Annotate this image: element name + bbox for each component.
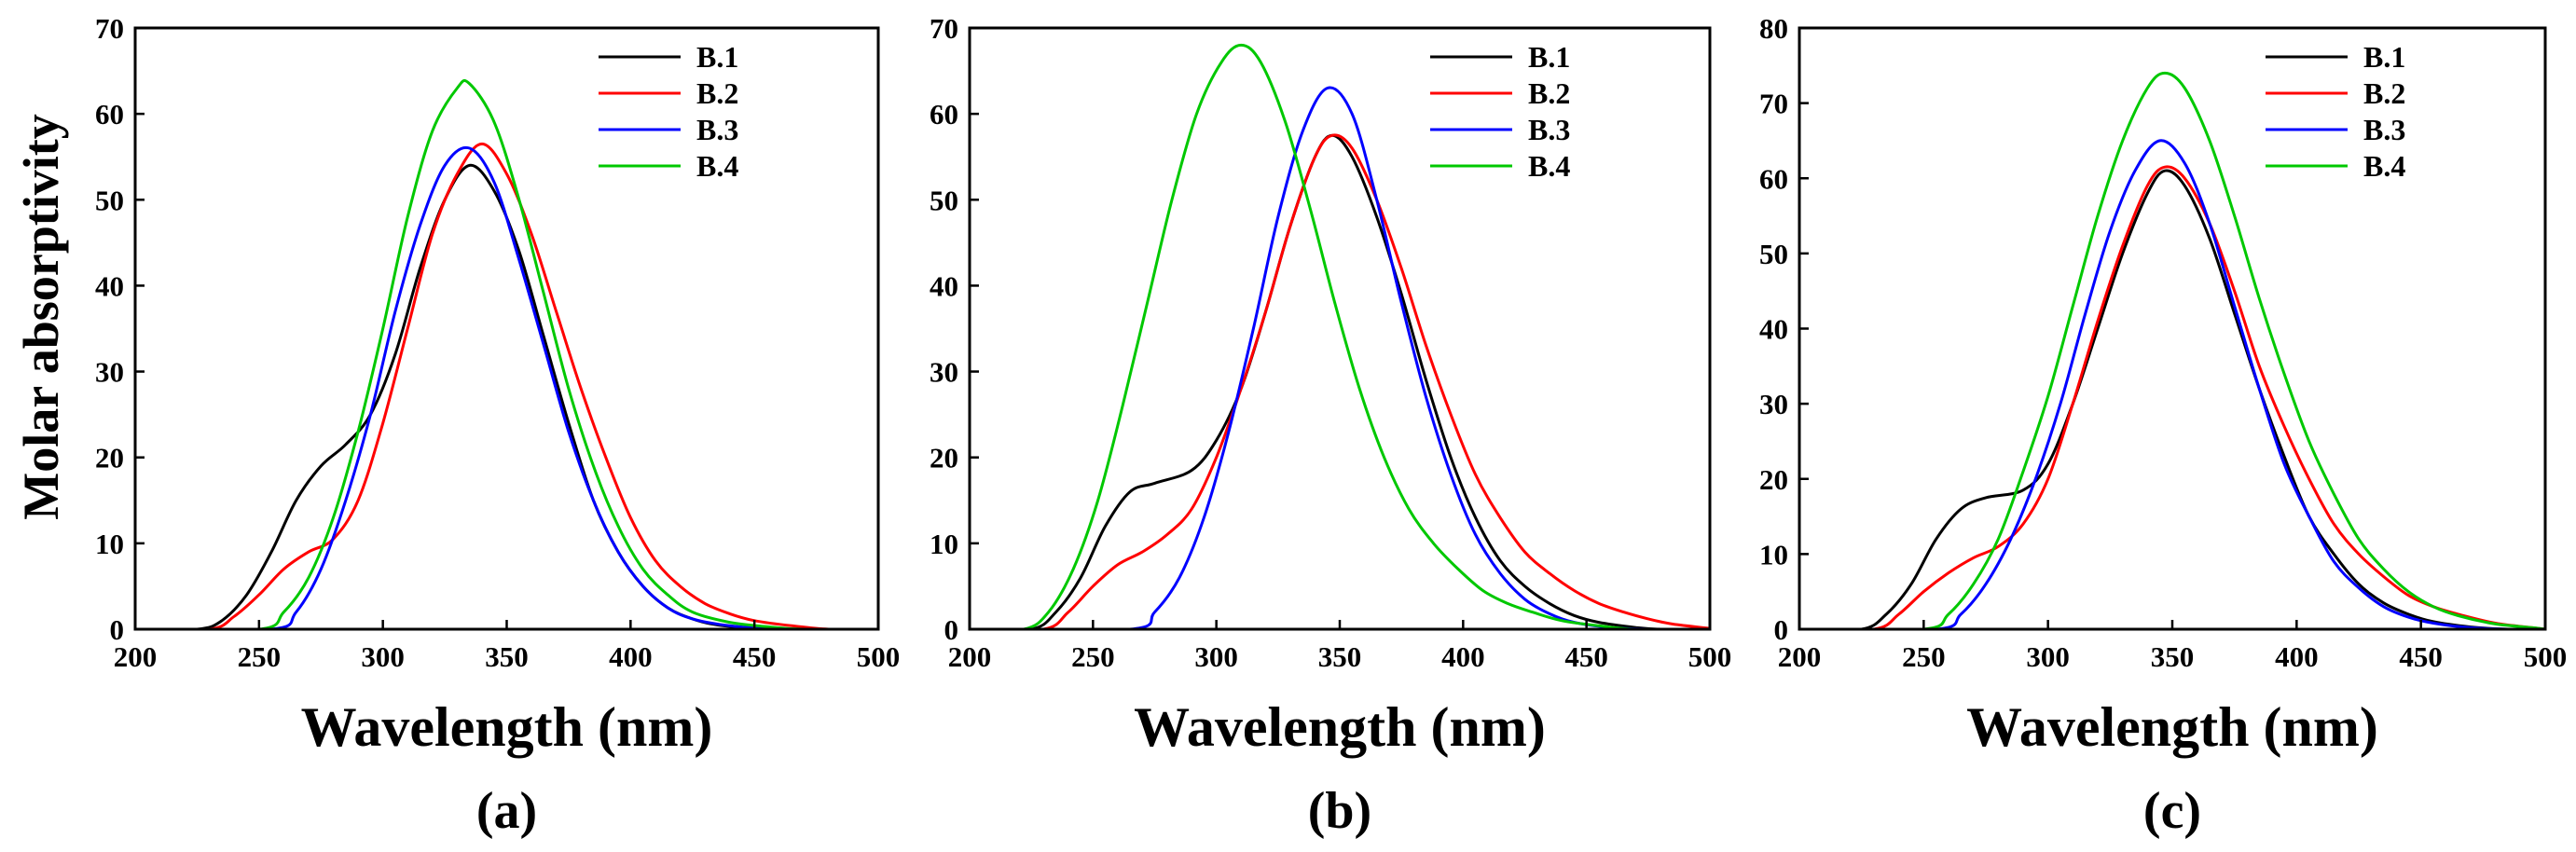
series-line-b3 [970,86,1710,629]
y-tick-label: 70 [95,12,124,45]
x-tick-label: 400 [2275,640,2319,673]
y-tick-label: 50 [95,184,124,216]
y-tick-label: 10 [1759,538,1788,570]
y-tick-label: 0 [110,613,125,646]
y-tick-label: 60 [1759,162,1788,195]
x-tick-label: 350 [2151,640,2195,673]
x-tick-label: 450 [733,640,777,673]
series-line-b4 [1799,71,2545,629]
y-tick-label: 10 [930,528,958,560]
chart-panel-2: 200 250 300 350 400 450 500010203040506070B.1B… [930,12,1731,840]
y-tick-label: 80 [1759,12,1788,45]
panel-label: (b) [1308,782,1371,840]
y-tick-label: 20 [1759,463,1788,496]
x-axis-label: Wavelength (nm) [1966,696,2378,758]
chart-panel-1: 200 250 300 350 400 450 500010203040506070B.1B… [95,12,900,840]
y-tick-label: 70 [930,12,958,45]
y-tick-label: 40 [1759,313,1788,346]
y-tick-label: 50 [930,184,958,216]
x-tick-label: 400 [1441,640,1485,673]
series-group [135,78,878,629]
y-axis-label: Molar absorptivity [13,114,69,519]
x-tick-label: 350 [1318,640,1362,673]
y-tick-label: 40 [95,269,124,302]
x-tick-label: 200 [1778,640,1822,673]
legend-label: B.4 [1528,149,1570,183]
x-tick-label: 500 [2524,640,2568,673]
legend-label: B.2 [2363,76,2405,110]
x-tick-label: 450 [2399,640,2443,673]
x-tick-label: 250 [238,640,282,673]
panel-label: (c) [2143,782,2201,840]
panel-label: (a) [476,782,537,840]
series-line-b1 [135,163,878,629]
chart-panel-3: 200 250 300 350 400 450 500 0 10 20 30 40 50 60 70 80 B.… [1759,12,2567,840]
series-line-b2 [970,133,1710,629]
series-line-b4 [135,78,878,629]
y-tick-label: 50 [1759,238,1788,270]
x-tick-label: 200 [114,640,158,673]
legend-label: B.3 [1528,113,1570,146]
y-tick-label: 10 [95,528,124,560]
legend-label: B.1 [2363,40,2405,74]
x-axis-label: Wavelength (nm) [301,696,713,758]
y-tick-label: 30 [930,356,958,389]
y-tick-label: 0 [1774,613,1789,646]
x-tick-label: 500 [1688,640,1732,673]
legend-label: B.4 [696,149,738,183]
series-line-b3 [135,145,878,629]
x-tick-label: 450 [1564,640,1608,673]
plot-frame [133,26,880,631]
y-tick-label: 30 [1759,388,1788,420]
legend-label: B.2 [696,76,738,110]
series-line-b1 [1799,169,2545,629]
legend-label: B.2 [1528,76,1570,110]
plot-frame [968,26,1712,631]
y-tick-label: 40 [930,269,958,302]
legend: B.1B.2B.3B.4 [2266,40,2405,183]
x-tick-label: 300 [361,640,405,673]
legend-label: B.1 [696,40,738,74]
y-tick-label: 30 [95,356,124,389]
x-tick-label: 250 [1071,640,1115,673]
x-tick-label: 400 [609,640,653,673]
series-line-b2 [135,142,878,629]
x-tick-label: 300 [2026,640,2070,673]
legend: B.1B.2B.3B.4 [1430,40,1570,183]
x-axis-label: Wavelength (nm) [1134,696,1546,758]
x-tick-label: 200 [948,640,992,673]
series-group [970,43,1710,629]
y-tick-label: 60 [95,98,124,131]
y-tick-label: 0 [944,613,959,646]
x-tick-label: 500 [857,640,901,673]
legend-label: B.4 [2363,149,2405,183]
y-tick-label: 20 [95,442,124,474]
legend-label: B.3 [696,113,738,146]
series-line-b2 [1799,165,2545,629]
series-line-b4 [970,43,1710,629]
plot-frame [1798,26,2547,631]
x-tick-label: 350 [485,640,529,673]
series-line-b1 [970,133,1710,629]
series-line-b3 [1799,139,2545,629]
legend: B.1B.2B.3B.4 [599,40,738,183]
x-tick-label: 250 [1902,640,1946,673]
series-group [1799,71,2545,629]
legend-label: B.3 [2363,113,2405,146]
x-tick-label: 300 [1194,640,1238,673]
y-tick-label: 60 [930,98,958,131]
y-tick-label: 70 [1759,88,1788,120]
y-tick-label: 20 [930,442,958,474]
legend-label: B.1 [1528,40,1570,74]
